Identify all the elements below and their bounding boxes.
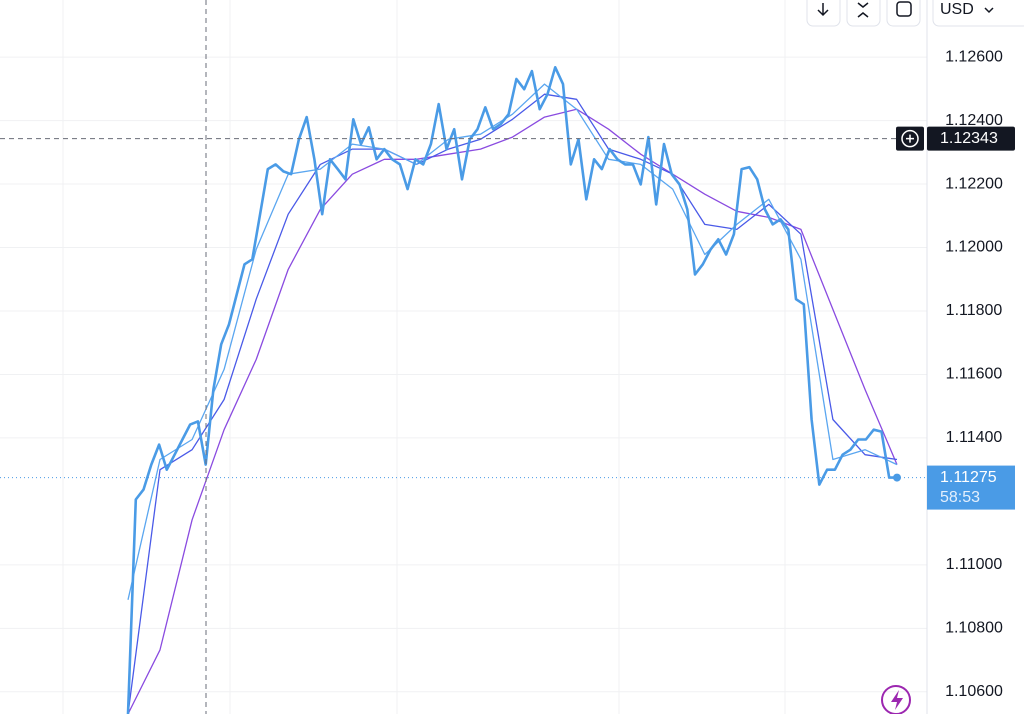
- currency-selector[interactable]: [932, 0, 1024, 27]
- crosshair-price-box: [927, 126, 1015, 151]
- price-line: [127, 108, 898, 714]
- currency-label: USD: [940, 1, 974, 18]
- y-tick-label: 1.11000: [946, 556, 1003, 573]
- y-tick-label: 1.11400: [946, 429, 1003, 446]
- price-line: [127, 83, 898, 600]
- price-line: [127, 93, 898, 714]
- last-price-box: [927, 465, 1015, 510]
- dropdown-icon: [984, 7, 994, 14]
- crosshair-price-label: 1.12343: [940, 130, 998, 147]
- lines: [0, 66, 927, 714]
- y-tick-label: 1.11600: [946, 366, 1003, 383]
- lightning-button[interactable]: [881, 685, 911, 714]
- plus-icon: [906, 134, 914, 143]
- y-tick-label: 1.11800: [946, 302, 1003, 319]
- plus-circle: [901, 129, 919, 148]
- last-price-label: 1.11275: [940, 469, 997, 486]
- price-line: [126, 66, 897, 714]
- toolbar: USD: [806, 0, 1024, 27]
- fullscreen-button[interactable]: [886, 0, 921, 27]
- price-axis: 1.10600 1.10800 1.11000 1.11400 1.11600 1.118…: [896, 48, 1015, 700]
- y-tick-label: 1.12400: [945, 112, 1003, 129]
- y-tick-label: 1.12200: [945, 175, 1003, 192]
- fullscreen-icon: [896, 1, 912, 17]
- lightning-circle: [881, 685, 911, 714]
- collapse-icon: [857, 2, 869, 18]
- lightning-icon: [891, 690, 903, 710]
- grid: [0, 56, 927, 693]
- arrow-icon: [817, 3, 829, 17]
- vertical-grid: [62, 0, 786, 714]
- y-tick-label: 1.10800: [945, 620, 1003, 637]
- y-tick-label: 1.10600: [945, 683, 1003, 700]
- countdown-label: 58:53: [940, 489, 980, 506]
- last-price-dot: [893, 473, 901, 482]
- y-tick-label: 1.12600: [945, 48, 1003, 65]
- y-tick-label: 1.12000: [945, 239, 1003, 256]
